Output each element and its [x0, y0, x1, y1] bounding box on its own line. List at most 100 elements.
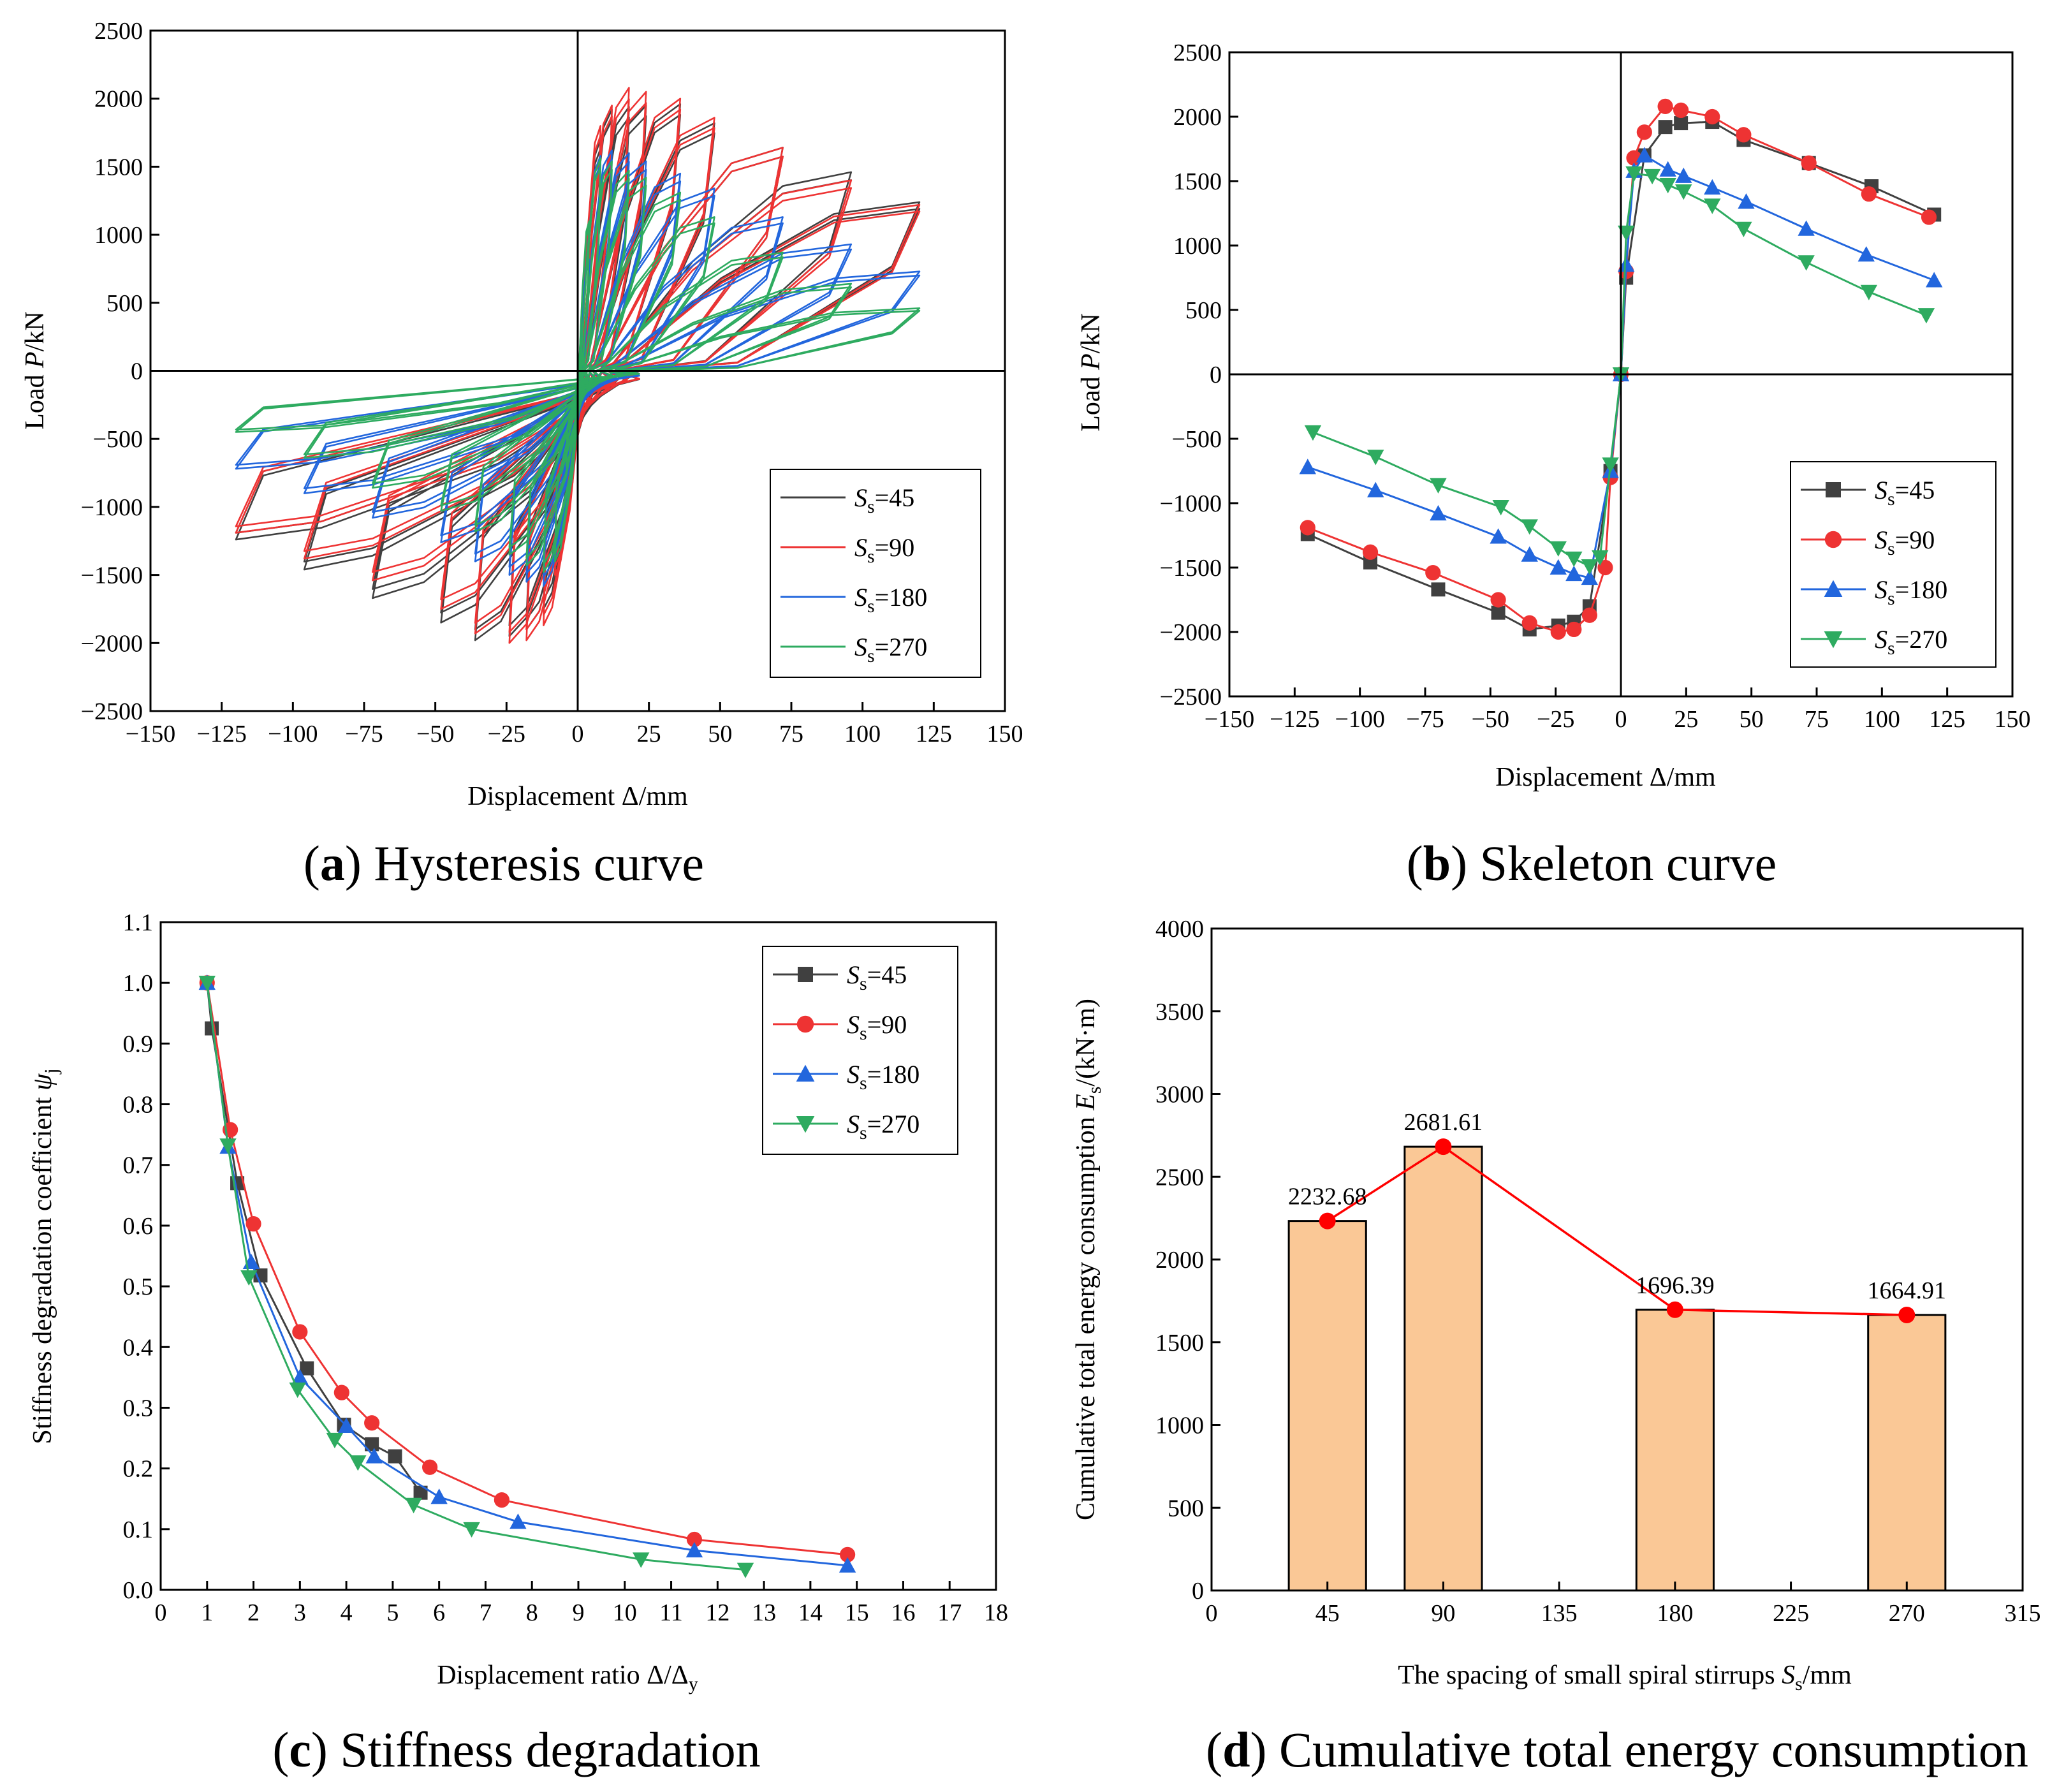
y-tick-label: −1500 — [1160, 555, 1222, 582]
ticks-c: 0 1 2 3 4 5 6 7 8 9 10 11 12 13 14 15 16 17 180.00.10.20.3… — [123, 909, 1009, 1626]
triangle-down-marker — [463, 1522, 480, 1538]
x-tick-label: 2 — [247, 1599, 260, 1626]
triangle-up-marker — [1798, 220, 1815, 236]
x-tick-label: 0 — [155, 1599, 167, 1626]
x-tick-label: 12 — [705, 1599, 729, 1626]
energy-bar — [1403, 1145, 1483, 1590]
x-tick-label: 150 — [1995, 706, 2031, 733]
x-tick-label: 18 — [984, 1599, 1008, 1626]
circle-marker — [840, 1546, 856, 1562]
y-tick-label: −1000 — [81, 494, 143, 521]
triangle-up-marker — [1704, 179, 1721, 195]
y-tick-label: 0 — [131, 358, 143, 385]
triangle-up-marker — [796, 1064, 815, 1082]
x-tick-label: 7 — [480, 1599, 492, 1626]
caption-b: (b) Skeleton curve — [1407, 835, 1777, 891]
legend-label: Ss=270 — [847, 1110, 919, 1143]
energy-point — [1435, 1138, 1452, 1156]
x-axis-label-c: Displacement ratio Δ/Δy — [437, 1661, 698, 1694]
y-tick-label: 0 — [1210, 362, 1222, 388]
y-tick-label: 3000 — [1155, 1082, 1204, 1108]
triangle-down-marker — [1521, 519, 1538, 535]
triangle-down-marker — [1798, 255, 1815, 271]
x-tick-label: 50 — [1740, 706, 1764, 733]
x-tick-label: 50 — [708, 721, 732, 747]
triangle-down-marker — [1492, 500, 1509, 516]
x-tick-label: 45 — [1315, 1600, 1340, 1627]
triangle-down-marker — [1304, 425, 1322, 441]
energy-trend-line — [1326, 1145, 1907, 1316]
y-tick-label: 2000 — [1155, 1247, 1204, 1274]
x-tick-label: 11 — [659, 1599, 683, 1626]
caption-d: (d) Cumulative total energy consumption — [1206, 1722, 2028, 1777]
y-tick-label: 3500 — [1155, 999, 1204, 1025]
stiffness-curves — [198, 974, 856, 1578]
triangle-up-marker — [1521, 546, 1538, 562]
triangle-up-marker — [1430, 504, 1447, 521]
legend-b: Ss=45 Ss=90 Ss=180 Ss=270 — [1790, 461, 1996, 668]
skeleton-curves — [1299, 98, 1943, 640]
square-marker — [365, 1437, 379, 1451]
triangle-down-marker — [1735, 221, 1752, 237]
triangle-up-marker — [1926, 272, 1943, 288]
axes-b — [1229, 52, 2012, 696]
circle-marker — [1636, 124, 1652, 140]
y-tick-label: −1500 — [81, 562, 143, 589]
square-marker — [413, 1485, 428, 1500]
x-tick-label: 225 — [1773, 1600, 1809, 1627]
stiffness-line — [206, 982, 848, 1556]
x-tick-label: 125 — [1929, 706, 1965, 733]
triangle-down-marker — [1550, 541, 1567, 557]
triangle-up-marker — [839, 1557, 856, 1573]
circle-marker — [1300, 520, 1315, 536]
x-tick-label: −125 — [1270, 706, 1319, 733]
x-tick-label: 270 — [1889, 1600, 1925, 1627]
circle-marker — [1425, 564, 1441, 581]
y-tick-label: −1000 — [1160, 490, 1222, 517]
x-tick-label: 75 — [1805, 706, 1829, 733]
circle-marker — [1550, 624, 1566, 640]
triangle-up-marker — [1565, 565, 1583, 582]
x-tick-label: 13 — [752, 1599, 776, 1626]
triangle-down-marker — [326, 1432, 344, 1449]
x-tick-label: 315 — [2005, 1600, 2041, 1627]
y-tick-label: 0.1 — [123, 1517, 154, 1543]
triangle-down-marker — [1617, 225, 1635, 241]
triangle-down-marker — [1367, 450, 1384, 466]
x-tick-label: −75 — [1406, 706, 1444, 733]
triangle-down-marker — [1675, 184, 1692, 200]
triangle-up-marker — [1299, 459, 1316, 474]
ticks-d: 0 45 90 135 180 225 270 315 0 500 1000 1500 2000 2500… — [1155, 916, 2041, 1627]
square-marker — [300, 1361, 314, 1376]
circle-marker — [796, 1015, 814, 1033]
triangle-down-marker — [1565, 551, 1583, 568]
y-tick-label: 2500 — [1173, 40, 1222, 66]
legend-label: Ss=180 — [1875, 575, 1947, 609]
x-tick-label: −50 — [416, 721, 454, 747]
y-tick-label: 1000 — [94, 222, 143, 249]
circle-marker — [1861, 186, 1877, 202]
y-tick-label: −2500 — [81, 698, 143, 725]
triangle-down-marker — [198, 976, 216, 992]
circle-marker — [422, 1459, 438, 1475]
y-axis-label-b: Load P/kN — [1076, 313, 1106, 431]
triangle-up-marker — [430, 1488, 448, 1504]
triangle-up-marker — [1857, 246, 1875, 262]
legend-label: Ss=90 — [1875, 525, 1935, 559]
x-tick-label: −100 — [268, 721, 318, 747]
axes-a — [150, 31, 1005, 711]
triangle-up-marker — [685, 1541, 703, 1558]
circle-marker — [1490, 592, 1506, 608]
triangle-down-marker — [349, 1455, 367, 1471]
x-tick-label: −100 — [1335, 706, 1384, 733]
x-tick-label: 14 — [798, 1599, 823, 1626]
x-tick-label: 17 — [937, 1599, 962, 1626]
y-tick-label: 0 — [1192, 1578, 1204, 1605]
panel-a-hysteresis: −150 −125 −100 −75 −50 −25 0 25 50 75 100 125 150 −25… — [20, 18, 1023, 891]
triangle-down-marker — [405, 1497, 422, 1513]
y-tick-label: 0.3 — [123, 1395, 154, 1421]
energy-bars — [1287, 1145, 1947, 1590]
triangle-up-marker — [1738, 193, 1755, 209]
legend-label: Ss=180 — [847, 1060, 919, 1094]
